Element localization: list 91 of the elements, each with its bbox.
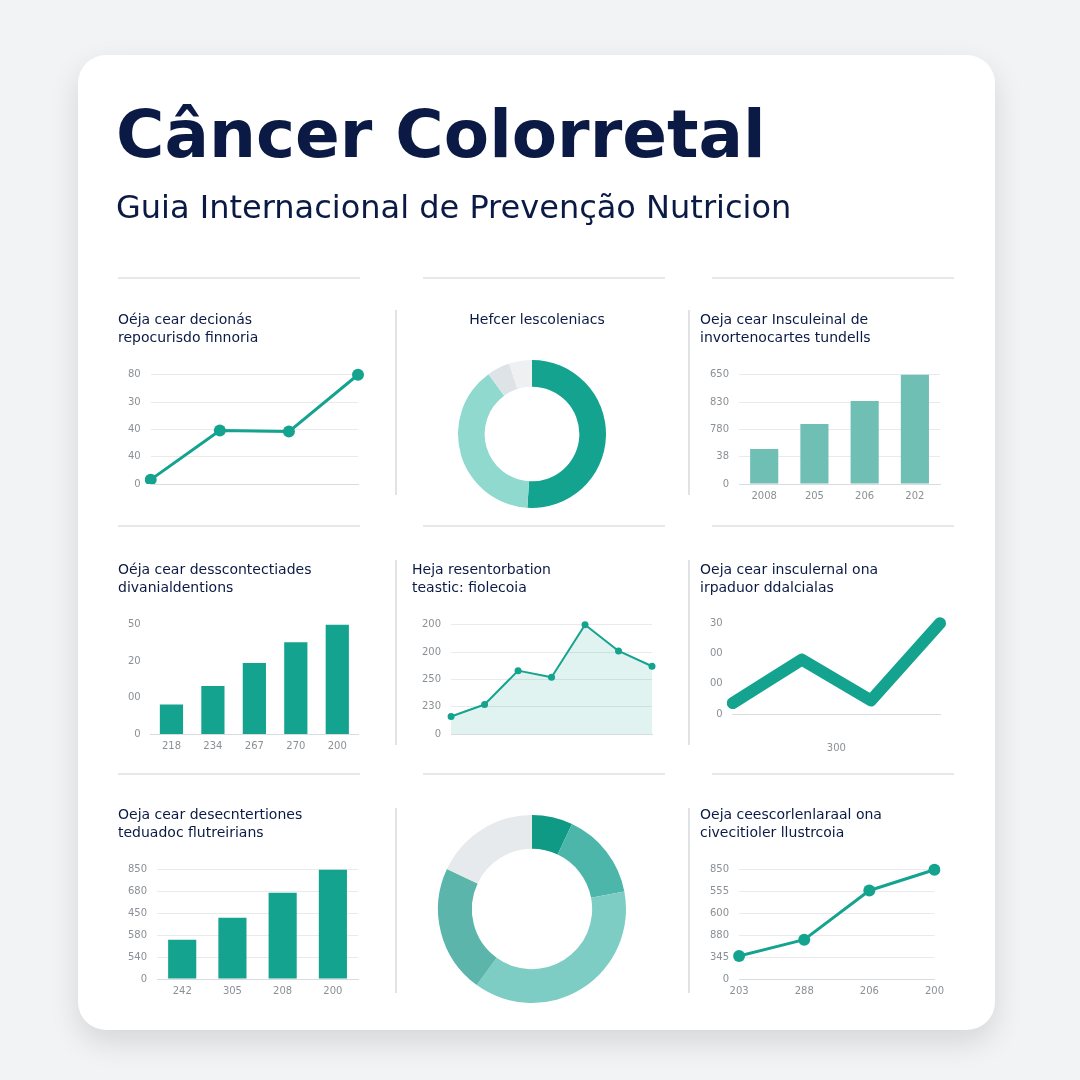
bar [318, 869, 347, 979]
x-tick-label: 270 [286, 739, 306, 751]
text: 345 [709, 950, 730, 962]
chart-title: Hefcer lescoleniacs [468, 310, 606, 329]
text: 230 [421, 700, 442, 712]
x-tick-label: 218 [161, 739, 181, 751]
point [733, 950, 746, 963]
bar [218, 917, 247, 979]
x-tick-label: 200 [924, 984, 944, 996]
bar [159, 704, 184, 734]
point [213, 424, 226, 437]
x-tick-label: 206 [855, 489, 875, 501]
text: 200 [421, 618, 442, 630]
chart-title: Heja resentorbation teastic: fiolecoia [412, 560, 552, 597]
bar [268, 892, 297, 979]
bar [800, 423, 829, 484]
point [548, 673, 556, 681]
text: 30 [709, 616, 723, 628]
point [928, 863, 941, 876]
text: 850 [709, 863, 730, 875]
text: 30 [127, 395, 141, 407]
chart-title: Oeja ceescorlenlaraal ona civecitioler llustrcoia [700, 805, 883, 842]
x-axis-title: 300 [826, 741, 846, 753]
bar [325, 624, 349, 734]
point [514, 667, 522, 675]
text: 0 [134, 477, 141, 489]
text: 250 [421, 672, 442, 684]
chart-title: Oeja cear desecntertiones teduadoc flutreirians [118, 805, 304, 842]
chart-title: Oéja cear desscontectiades divanialdentions [118, 560, 313, 597]
point [144, 473, 157, 484]
text: 00 [127, 691, 141, 703]
x-tick-label: 208 [273, 984, 293, 996]
text: 00 [709, 647, 723, 659]
point [615, 647, 623, 655]
point [648, 662, 656, 670]
point [581, 621, 589, 629]
text: 780 [709, 422, 730, 434]
x-tick-label: 305 [222, 984, 242, 996]
text: Câncer Colorretal [116, 95, 767, 175]
x-tick-label: 200 [323, 984, 343, 996]
text: 80 [127, 368, 141, 380]
chart-title: Oéja cear decionás repocurisdo finnoria [118, 310, 260, 347]
x-tick-label: 267 [244, 739, 264, 751]
x-tick-label: 206 [859, 984, 879, 996]
text: 830 [709, 395, 730, 407]
text: 0 [716, 707, 723, 719]
text: 580 [127, 928, 148, 940]
bar [750, 449, 779, 484]
text: 680 [127, 885, 148, 897]
bar [201, 685, 225, 734]
text: 0 [140, 972, 148, 984]
text: 0 [434, 727, 442, 739]
x-tick-label: 234 [203, 739, 223, 751]
point [352, 368, 364, 381]
point [798, 933, 811, 946]
point [447, 713, 455, 721]
text: 50 [127, 618, 141, 630]
text: 450 [127, 907, 148, 919]
text: 650 [709, 368, 730, 380]
text: 20 [127, 654, 141, 666]
bar [900, 374, 929, 484]
text: 555 [709, 885, 730, 897]
text: 540 [127, 950, 148, 962]
text: 40 [127, 450, 141, 462]
text: 00 [709, 677, 723, 689]
text: Guia Internacional de Prevenção Nutricion [116, 188, 792, 226]
x-tick-label: 288 [794, 984, 814, 996]
x-tick-label: 205 [804, 489, 824, 501]
bar [168, 939, 197, 979]
text: 0 [134, 727, 141, 739]
text: 0 [722, 477, 730, 489]
text: 38 [716, 450, 730, 462]
x-tick-label: 203 [729, 984, 749, 996]
bar [242, 662, 266, 734]
x-tick-label: 200 [327, 739, 347, 751]
text: 850 [127, 863, 148, 875]
point [863, 884, 876, 897]
text: 600 [709, 907, 730, 919]
x-tick-label: 2008 [751, 489, 777, 501]
bar [850, 400, 879, 484]
x-tick-label: 202 [905, 489, 925, 501]
text: 200 [421, 645, 442, 657]
point [481, 701, 489, 708]
text: 40 [127, 422, 141, 434]
chart-title: Oeja cear Insculeinal de invortenocartes tundells [700, 310, 872, 347]
text: 880 [709, 928, 730, 940]
x-tick-label: 242 [172, 984, 192, 996]
bar [284, 642, 308, 734]
point [282, 425, 295, 438]
text: 0 [722, 972, 730, 984]
chart-title: Oeja cear insculernal ona irpaduor ddalcialas [700, 560, 880, 597]
